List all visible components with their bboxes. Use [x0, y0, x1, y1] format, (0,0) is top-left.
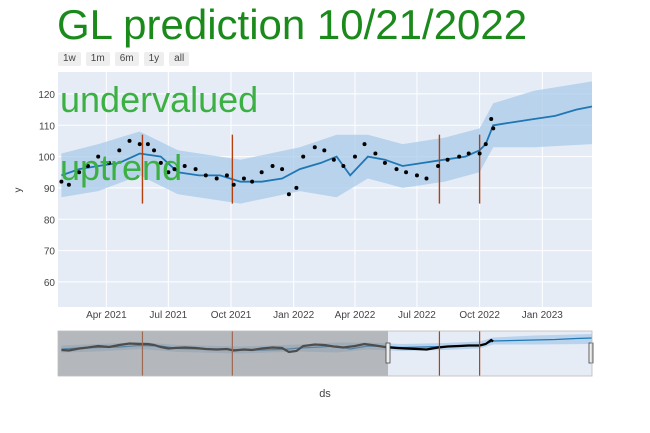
- observed-point: [166, 170, 171, 175]
- observed-point: [382, 160, 387, 165]
- y-tick-label: 110: [39, 121, 55, 132]
- observed-point: [483, 142, 488, 147]
- x-tick-label: Jan 2023: [522, 310, 564, 321]
- observed-point: [457, 154, 462, 159]
- observed-point: [477, 151, 482, 156]
- y-tick-label: 70: [44, 247, 56, 258]
- observed-point: [107, 160, 112, 165]
- observed-point: [270, 164, 275, 168]
- x-tick-label: Oct 2022: [459, 310, 500, 321]
- observed-point: [203, 173, 208, 178]
- observed-point: [214, 176, 219, 181]
- y-tick-label: 100: [38, 153, 55, 164]
- changepoints: [141, 134, 481, 204]
- observed-point: [404, 170, 409, 175]
- observed-point: [231, 182, 236, 187]
- range-selector: 1w 1m 6m 1y all: [58, 52, 190, 66]
- observed-point: [352, 154, 357, 159]
- slider-handle-left[interactable]: [385, 342, 391, 364]
- observed-point: [250, 179, 255, 184]
- x-tick-label: Jul 2021: [149, 310, 187, 321]
- x-tick-label: Oct 2021: [211, 310, 252, 321]
- observed-point: [158, 160, 163, 165]
- observed-point: [424, 176, 429, 181]
- observed-point: [224, 173, 229, 178]
- y-tick-label: 80: [44, 215, 56, 226]
- observed-point: [373, 151, 378, 156]
- observed-point: [259, 170, 264, 175]
- x-tick-label: Jul 2022: [398, 310, 436, 321]
- observed-point: [241, 176, 246, 181]
- observed-point: [286, 192, 291, 197]
- observed-point: [341, 164, 346, 168]
- x-tick-label: Apr 2021: [86, 310, 127, 321]
- observed-point: [362, 142, 367, 147]
- observed-point: [394, 167, 399, 172]
- y-tick-label: 60: [44, 278, 56, 289]
- range-slider[interactable]: [57, 330, 594, 377]
- range-button-1m[interactable]: 1m: [85, 52, 110, 66]
- observed-point: [301, 154, 306, 159]
- observed-point: [96, 154, 101, 159]
- observed-point: [491, 126, 496, 131]
- range-button-1y[interactable]: 1y: [143, 52, 165, 66]
- y-tick-label: 90: [44, 184, 56, 195]
- slider-mask: [58, 331, 388, 376]
- observed-point: [85, 164, 90, 168]
- observed-point: [322, 148, 327, 153]
- observed-point: [59, 179, 64, 184]
- range-button-all[interactable]: all: [169, 52, 190, 66]
- tick-labels: 60 70 80 90 100 110 120 Apr 2021 Jul 2021 Oct 202…: [38, 90, 563, 321]
- observed-point: [182, 164, 187, 168]
- observed-point: [280, 167, 285, 172]
- observed-point: [145, 142, 150, 147]
- x-tick-label: Apr 2022: [335, 310, 376, 321]
- observed-point: [172, 167, 177, 172]
- slider-handle-right[interactable]: [588, 342, 594, 364]
- observed-point: [77, 170, 82, 175]
- observed-points: [59, 117, 496, 197]
- annotation-undervalued: undervalued: [60, 79, 258, 120]
- x-tick-label: Jan 2022: [273, 310, 315, 321]
- y-tick-label: 120: [38, 90, 55, 101]
- observed-point: [193, 167, 198, 172]
- x-axis-label: ds: [319, 388, 331, 400]
- observed-point: [312, 145, 317, 150]
- observed-point: [66, 182, 71, 187]
- range-button-6m[interactable]: 6m: [114, 52, 139, 66]
- observed-point: [294, 185, 299, 190]
- observed-point: [127, 138, 132, 143]
- observed-point: [445, 157, 450, 162]
- observed-point: [137, 142, 142, 147]
- slider-border: [57, 330, 593, 377]
- observed-point: [466, 151, 471, 156]
- uncertainty-band-area: [61, 81, 592, 204]
- chart-title: GL prediction 10/21/2022: [57, 1, 528, 48]
- range-button-1w[interactable]: 1w: [58, 52, 81, 66]
- observed-point: [489, 117, 494, 121]
- observed-point: [152, 148, 157, 153]
- uncertainty-band: [61, 81, 592, 204]
- observed-point: [436, 164, 441, 168]
- observed-point: [414, 173, 419, 178]
- annotation-uptrend: uptrend: [60, 147, 182, 188]
- observed-point: [117, 148, 122, 153]
- y-axis-label: y: [13, 188, 24, 193]
- observed-point: [331, 157, 336, 162]
